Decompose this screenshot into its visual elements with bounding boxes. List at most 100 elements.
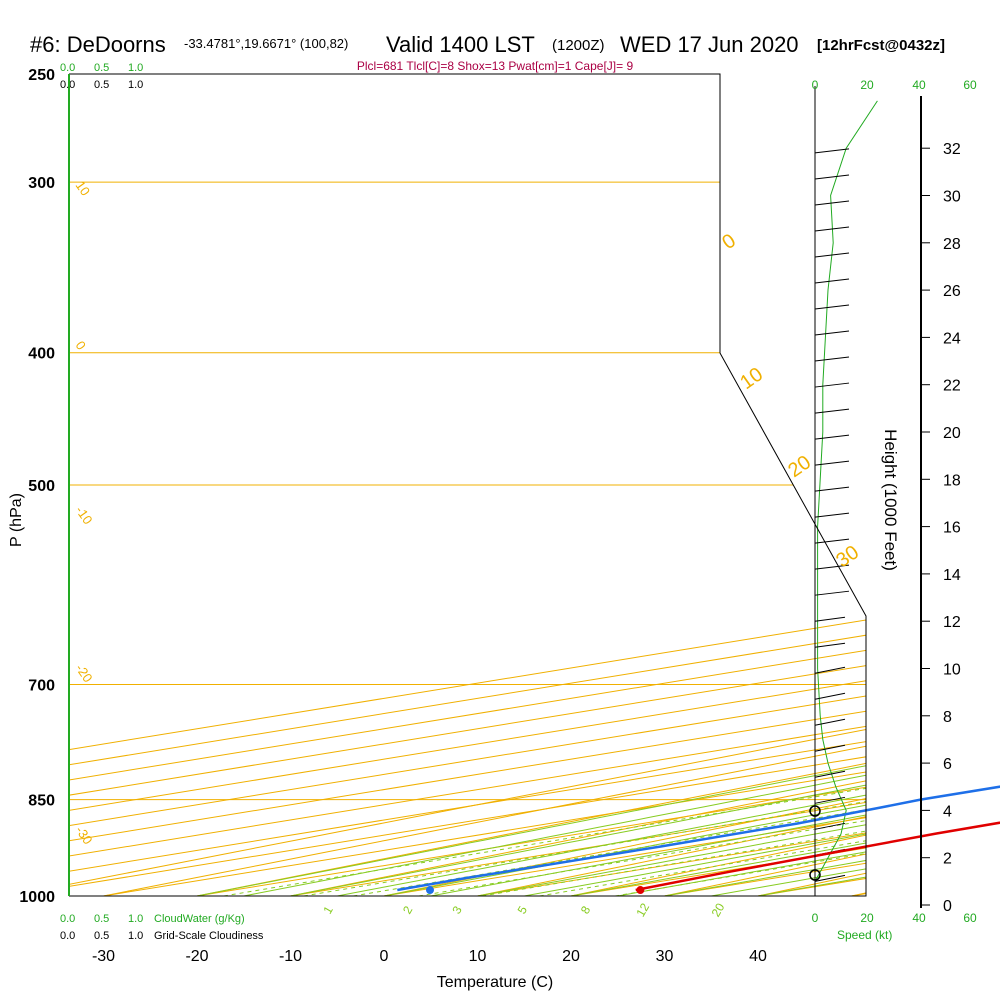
plot-frame [69,73,867,897]
isotherm-line [69,74,866,896]
height-tick-label: 18 [943,472,961,489]
wind-barb [814,174,850,180]
cloudiness-tick: 0.5 [94,79,109,91]
height-tick-label: 30 [943,189,961,206]
wind-speed-tick-label: 20 [860,78,874,92]
cloudiness-tick: 0.5 [94,930,109,942]
wind-barb [814,460,850,466]
dry-adiabat [69,74,866,896]
wind-speed-tick-label: 0 [812,911,819,925]
wind-barb [814,252,850,258]
wind-barb [814,796,846,804]
isotherm-line [69,74,866,896]
height-tick-label: 4 [943,803,952,820]
wind-speed-line [814,100,878,882]
height-tick-label: 28 [943,236,961,253]
cloudiness-tick: 1.0 [128,930,143,942]
cloud-water-tick: 0.0 [60,913,75,925]
station-coords: -33.4781°,19.6671° (100,82) [184,36,348,51]
wind-barb [814,770,846,778]
wind-speed-tick-label: 60 [963,911,977,925]
cloud-water-tick: 1.0 [128,62,143,74]
temperature-tick-label: -20 [185,948,208,965]
pressure-tick-label: 850 [28,793,55,810]
height-tick-label: 26 [943,283,961,300]
wind-speed-tick-label: 60 [963,78,977,92]
x-axis-label: Temperature (C) [437,974,553,991]
height-tick-label: 16 [943,520,961,537]
pressure-tick-label: 300 [28,175,55,192]
dry-adiabat [69,74,866,896]
utc-time: (1200Z) [552,37,605,54]
height-tick-label: 12 [943,614,961,631]
cloud-water-scale-bottom: 0.0 0.5 1.0 CloudWater (g/Kg) 0.0 0.5 1.… [60,913,264,942]
isotherm-line [69,74,866,896]
moist-adiabat [337,181,866,896]
cloud-water-tick: 0.5 [94,913,109,925]
isotherm-line [69,74,866,896]
wind-speed-tick-label: 40 [912,911,926,925]
valid-time: Valid 1400 LST [386,32,535,57]
forecast-tag: [12hrFcst@0432z] [817,37,945,54]
moist-adiabat [290,181,866,896]
wind-barb [814,382,850,388]
mixing-ratio-label: 20 [709,900,728,919]
height-tick-label: 22 [943,378,961,395]
wind-barb [814,356,850,362]
wind-barb [814,304,850,310]
wind-speed-label: Speed (kt) [837,928,892,942]
station-title: #6: DeDoorns [30,32,166,57]
mixing-ratio-label: 12 [633,900,652,919]
wind-barb [814,512,850,518]
temperature-tick-label: 40 [749,948,767,965]
temperature-tick-label: -10 [279,948,302,965]
wind-barb [814,590,850,596]
wind-barb [814,408,850,414]
wind-barb [814,200,850,206]
indices-line: Plcl=681 Tlcl[C]=8 Shox=13 Pwat[cm]=1 Ca… [357,59,634,73]
mixing-ratio-line [303,352,866,896]
isotherm-line [69,74,866,896]
cloudiness-tick: 0.0 [60,930,75,942]
moist-adiabat [196,181,866,896]
wind-barb [814,744,846,752]
isotherm-line [69,74,866,896]
pressure-tick-label: 500 [28,478,55,495]
wind-barb [814,434,850,440]
height-tick-label: 14 [943,567,961,584]
wind-barb [814,226,850,232]
moist-adiabat [383,181,866,896]
dry-adiabat [69,74,866,896]
temperature-tick-label: 20 [562,948,580,965]
pressure-tick-label: 400 [28,346,55,363]
height-tick-label: 0 [943,898,952,915]
height-tick-label: 2 [943,851,952,868]
moist-adiabat [243,181,866,896]
mixing-ratio-line [223,352,866,896]
pressure-tick-label: 700 [28,678,55,695]
cloudiness-label: Grid-Scale Cloudiness [154,930,264,942]
wind-barb [814,666,846,674]
height-tick-label: 24 [943,330,961,347]
wind-barb [814,330,850,336]
cloudiness-tick: 1.0 [128,79,143,91]
isotherm-line [69,74,866,896]
mixing-ratio-line [353,352,866,896]
cloud-water-tick: 0.0 [60,62,75,74]
dry-adiabat [241,74,866,896]
cloud-water-scale-top: 0.0 0.5 1.0 0.0 0.5 1.0 [60,62,143,91]
height-tick-label: 10 [943,662,961,679]
dry-adiabat [431,74,866,896]
cloudiness-tick: 0.0 [60,79,75,91]
height-axis-label: Height (1000 Feet) [881,429,900,571]
moist-adiabat [430,181,866,896]
wind-speed-tick-label: 40 [912,78,926,92]
wind-barb [814,148,850,154]
wind-barb [814,616,846,622]
temperature-tick-label: -30 [92,948,115,965]
wind-barb [814,538,850,544]
dry-adiabat [147,74,866,896]
height-tick-label: 8 [943,709,952,726]
cloud-water-label: CloudWater (g/Kg) [154,913,245,925]
dry-adiabat [336,74,866,896]
